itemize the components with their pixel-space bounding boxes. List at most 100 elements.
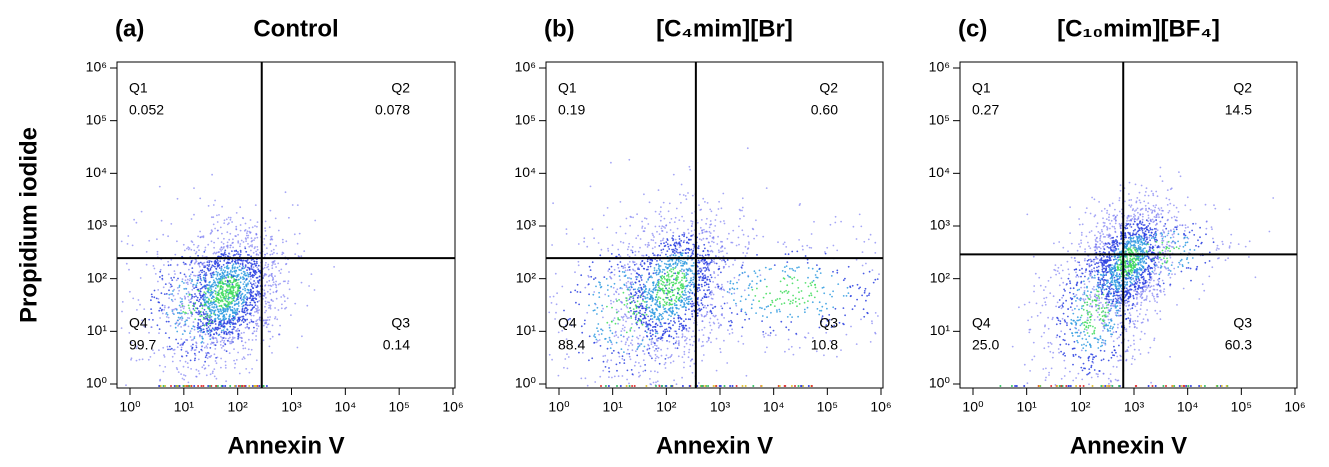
event-dot [210, 312, 213, 315]
event-dot [212, 279, 215, 282]
event-dot [180, 312, 183, 315]
event-dot [595, 285, 597, 288]
event-dot [207, 301, 210, 303]
event-dot [709, 280, 712, 283]
event-dot [176, 240, 178, 243]
event-dot [639, 343, 641, 345]
event-dot [593, 278, 595, 281]
event-dot [258, 299, 261, 302]
event-dot [642, 254, 645, 257]
event-dot [606, 289, 609, 291]
event-dot [228, 285, 231, 288]
event-dot [786, 274, 789, 277]
event-dot [783, 241, 786, 244]
event-dot [213, 307, 215, 309]
event-dot [832, 306, 835, 309]
event-dot [750, 286, 753, 289]
event-dot [607, 341, 609, 343]
event-dot [610, 341, 613, 344]
event-dot [189, 263, 191, 266]
event-dot [681, 215, 683, 218]
event-dot [634, 310, 637, 313]
event-dot [610, 285, 613, 288]
event-dot [664, 266, 667, 268]
event-dot [739, 300, 742, 302]
event-dot [233, 304, 236, 307]
event-dot [227, 284, 229, 287]
event-dot [203, 270, 206, 273]
event-dot [184, 275, 187, 278]
event-dot [606, 226, 609, 229]
event-dot [731, 287, 734, 290]
event-dot [676, 307, 678, 309]
x-tick-label: 10⁶ [442, 399, 463, 415]
event-dot [228, 238, 231, 241]
event-dot [229, 313, 231, 316]
event-dot [226, 333, 228, 336]
event-dot [685, 247, 688, 250]
event-dot [706, 289, 709, 292]
event-dot [252, 332, 255, 335]
event-dot [625, 297, 628, 300]
event-dot [255, 233, 258, 236]
event-dot [697, 287, 699, 289]
event-dot [202, 311, 205, 314]
event-dot [701, 254, 704, 257]
event-dot [165, 320, 168, 323]
quadrant-name: Q4 [558, 315, 577, 331]
event-dot [174, 298, 177, 301]
event-dot [700, 239, 703, 241]
event-dot [1151, 292, 1154, 295]
event-dot [670, 354, 673, 356]
event-dot [789, 302, 791, 305]
event-dot [844, 277, 846, 280]
event-dot [205, 272, 208, 274]
event-dot [200, 303, 203, 306]
event-dot [239, 224, 242, 226]
event-dot [219, 260, 222, 263]
panel: 10⁰ 10¹ 10² 10³ 10⁴ 10⁵ 10⁶10⁰10¹10²10³10⁴10⁵1… [15, 15, 463, 459]
event-dot [677, 336, 680, 338]
event-dot [631, 281, 634, 284]
event-dot [663, 275, 665, 278]
event-dot [169, 348, 172, 351]
event-dot [192, 308, 195, 310]
event-dot [687, 298, 690, 301]
event-dot [231, 264, 234, 267]
event-dot [178, 323, 181, 325]
event-dot [197, 370, 200, 372]
event-dot [204, 292, 207, 295]
event-dot [184, 385, 187, 387]
event-dot [833, 324, 836, 327]
event-dot [214, 348, 217, 350]
event-dot [648, 347, 651, 350]
panel-title: Control [253, 15, 338, 42]
event-dot [710, 297, 713, 300]
event-dot [762, 331, 765, 333]
event-dot [626, 306, 629, 309]
event-dot [222, 341, 225, 344]
event-dot [269, 330, 271, 333]
event-dot [189, 330, 192, 332]
event-dot [203, 251, 206, 253]
event-dot [756, 275, 759, 278]
event-dot [732, 282, 735, 285]
event-dot [217, 282, 220, 285]
event-dot [201, 255, 204, 257]
event-dot [709, 309, 712, 312]
event-dot [194, 274, 197, 277]
event-dot [156, 250, 159, 253]
event-dot [230, 331, 232, 334]
event-dot [675, 280, 678, 282]
event-dot [767, 334, 770, 337]
event-dot [205, 324, 208, 327]
event-dot [713, 315, 716, 318]
event-dot [1149, 279, 1152, 282]
event-dot [689, 343, 692, 346]
event-dot [257, 264, 260, 267]
event-dot [816, 308, 819, 310]
event-dot [179, 344, 182, 346]
event-dot [135, 359, 138, 362]
event-dot [228, 291, 231, 294]
event-dot [195, 284, 198, 286]
